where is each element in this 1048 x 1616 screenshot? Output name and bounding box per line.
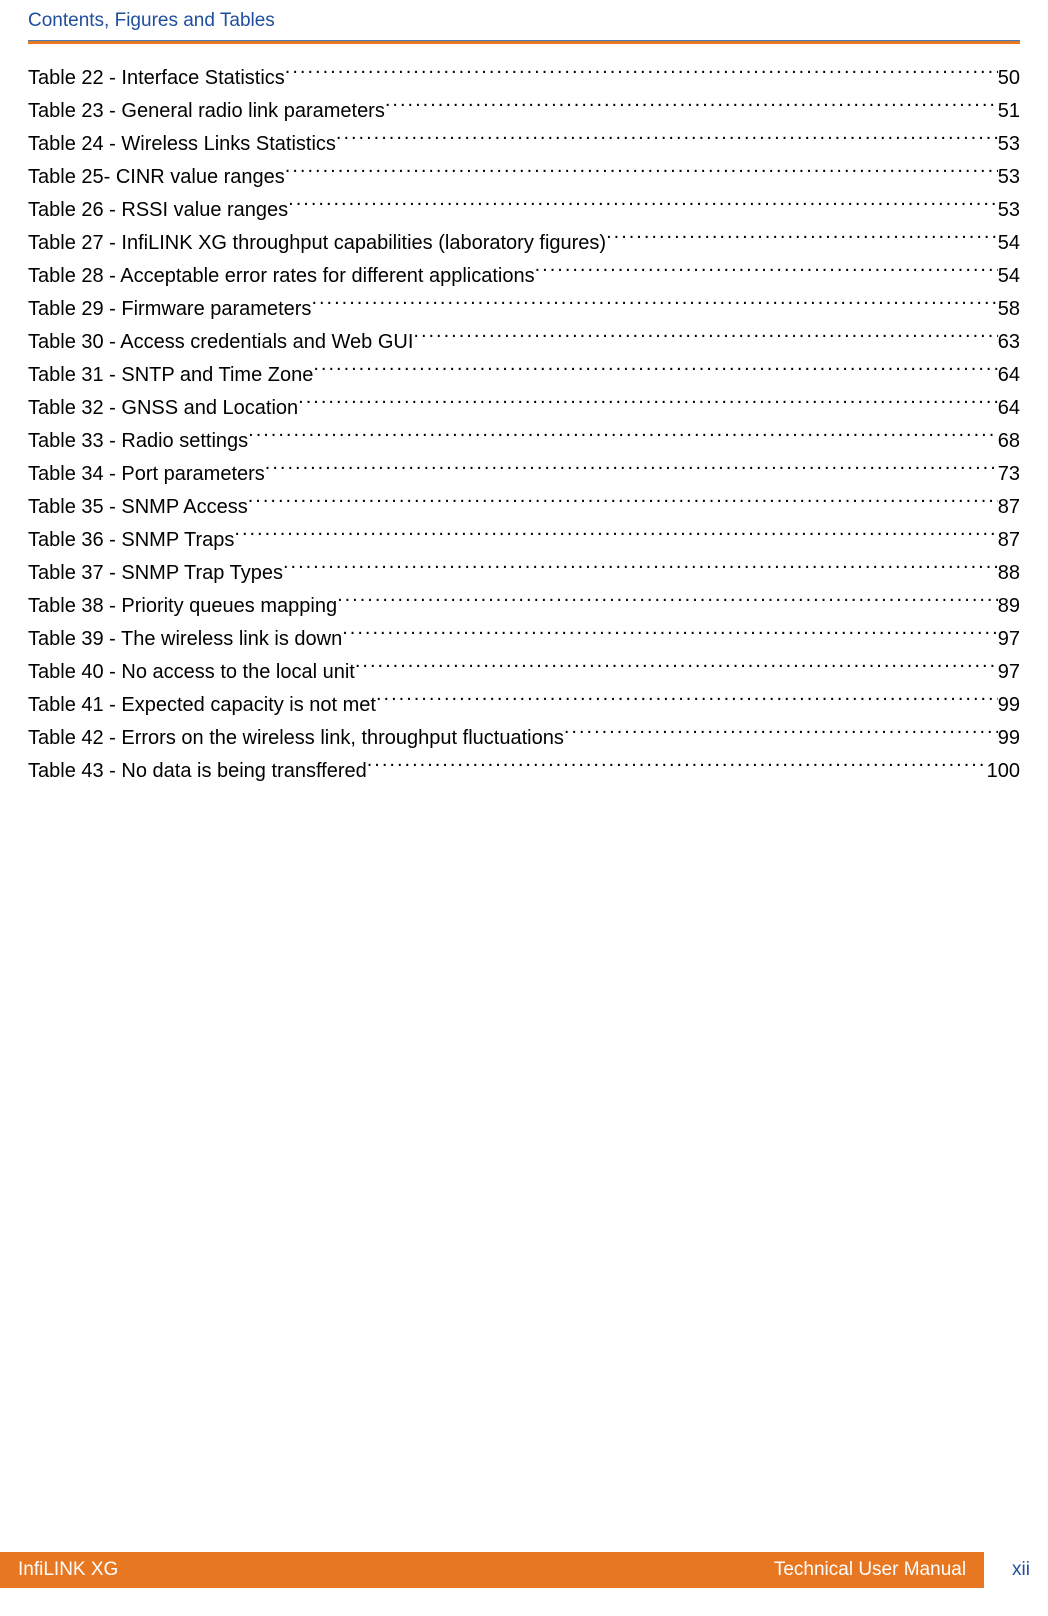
toc-entry-page: 63 <box>998 326 1020 359</box>
toc-entry-page: 73 <box>998 458 1020 491</box>
toc-entry[interactable]: Table 35 - SNMP Access 87 <box>28 491 1020 524</box>
toc-leader-dots <box>313 361 997 381</box>
footer-right: Technical User Manual <box>774 1559 966 1581</box>
toc-entry[interactable]: Table 30 - Access credentials and Web GU… <box>28 326 1020 359</box>
toc-entry-page: 53 <box>998 161 1020 194</box>
toc-entry-label: Table 33 - Radio settings <box>28 425 248 458</box>
toc-entry-label: Table 27 - InfiLINK XG throughput capabi… <box>28 227 606 260</box>
toc-entry-label: Table 22 - Interface Statistics <box>28 62 285 95</box>
toc-leader-dots <box>535 262 998 282</box>
toc-entry-page: 100 <box>987 755 1020 788</box>
toc-entry[interactable]: Table 36 - SNMP Traps 87 <box>28 524 1020 557</box>
toc-entry-page: 99 <box>998 722 1020 755</box>
toc-entry-page: 87 <box>998 524 1020 557</box>
toc-entry-label: Table 29 - Firmware parameters <box>28 293 311 326</box>
toc-entry-page: 53 <box>998 194 1020 227</box>
toc-leader-dots <box>248 427 998 447</box>
page-number: xii <box>996 1559 1030 1581</box>
toc-entry[interactable]: Table 27 - InfiLINK XG throughput capabi… <box>28 227 1020 260</box>
toc-entry-page: 88 <box>998 557 1020 590</box>
toc-entry-page: 53 <box>998 128 1020 161</box>
toc-entry-page: 64 <box>998 392 1020 425</box>
header-rule <box>28 40 1020 44</box>
toc-entry-label: Table 35 - SNMP Access <box>28 491 248 524</box>
footer-left: InfiLINK XG <box>18 1559 774 1581</box>
toc-leader-dots <box>298 394 998 414</box>
toc-entry[interactable]: Table 42 - Errors on the wireless link, … <box>28 722 1020 755</box>
toc-entry[interactable]: Table 29 - Firmware parameters 58 <box>28 293 1020 326</box>
toc-leader-dots <box>288 196 998 216</box>
toc-entry[interactable]: Table 43 - No data is being transffered 1… <box>28 755 1020 788</box>
toc-leader-dots <box>564 724 998 744</box>
toc-entry-page: 97 <box>998 623 1020 656</box>
toc-leader-dots <box>376 691 998 711</box>
toc-entry-page: 64 <box>998 359 1020 392</box>
toc-entry[interactable]: Table 34 - Port parameters 73 <box>28 458 1020 491</box>
footer-bar-wrap: InfiLINK XG Technical User Manual <box>28 1552 996 1588</box>
toc-entry-label: Table 37 - SNMP Trap Types <box>28 557 283 590</box>
toc-entry-page: 50 <box>998 62 1020 95</box>
footer-bar: InfiLINK XG Technical User Manual <box>0 1552 984 1588</box>
toc-leader-dots <box>367 757 987 777</box>
toc-entry-label: Table 42 - Errors on the wireless link, … <box>28 722 564 755</box>
header-title: Contents, Figures and Tables <box>28 10 1020 32</box>
toc-entry-label: Table 34 - Port parameters <box>28 458 265 491</box>
toc-entry[interactable]: Table 40 - No access to the local unit 97 <box>28 656 1020 689</box>
toc-entry-page: 68 <box>998 425 1020 458</box>
toc-entry-page: 89 <box>998 590 1020 623</box>
toc-entry[interactable]: Table 24 - Wireless Links Statistics 53 <box>28 128 1020 161</box>
toc-leader-dots <box>248 493 998 513</box>
toc-entry-page: 54 <box>998 260 1020 293</box>
toc-entry-label: Table 23 - General radio link parameters <box>28 95 385 128</box>
toc-leader-dots <box>355 658 998 678</box>
toc-leader-dots <box>336 130 998 150</box>
toc-leader-dots <box>283 559 998 579</box>
toc-entry-label: Table 24 - Wireless Links Statistics <box>28 128 336 161</box>
toc-entry-label: Table 32 - GNSS and Location <box>28 392 298 425</box>
toc-leader-dots <box>413 328 997 348</box>
toc-entry[interactable]: Table 32 - GNSS and Location 64 <box>28 392 1020 425</box>
toc-leader-dots <box>311 295 997 315</box>
toc-entry[interactable]: Table 37 - SNMP Trap Types 88 <box>28 557 1020 590</box>
toc-entry[interactable]: Table 33 - Radio settings 68 <box>28 425 1020 458</box>
toc-entry-label: Table 26 - RSSI value ranges <box>28 194 288 227</box>
toc-entry-label: Table 40 - No access to the local unit <box>28 656 355 689</box>
toc-entry-page: 97 <box>998 656 1020 689</box>
toc-entry[interactable]: Table 41 - Expected capacity is not met 9… <box>28 689 1020 722</box>
toc-entry[interactable]: Table 38 - Priority queues mapping 89 <box>28 590 1020 623</box>
toc-entry-label: Table 30 - Access credentials and Web GU… <box>28 326 413 359</box>
toc-leader-dots <box>337 592 998 612</box>
toc-entry-page: 87 <box>998 491 1020 524</box>
toc-list: Table 22 - Interface Statistics50Table 2… <box>28 62 1020 1552</box>
toc-entry-label: Table 25- CINR value ranges <box>28 161 285 194</box>
toc-entry[interactable]: Table 23 - General radio link parameters… <box>28 95 1020 128</box>
toc-leader-dots <box>385 97 998 117</box>
toc-entry[interactable]: Table 31 - SNTP and Time Zone 64 <box>28 359 1020 392</box>
toc-leader-dots <box>342 625 998 645</box>
toc-leader-dots <box>265 460 998 480</box>
toc-entry-label: Table 38 - Priority queues mapping <box>28 590 337 623</box>
toc-entry-label: Table 36 - SNMP Traps <box>28 524 234 557</box>
toc-entry[interactable]: Table 39 - The wireless link is down 97 <box>28 623 1020 656</box>
toc-entry-page: 54 <box>998 227 1020 260</box>
page-container: Contents, Figures and Tables Table 22 - … <box>0 0 1048 1616</box>
toc-entry[interactable]: Table 22 - Interface Statistics 50 <box>28 62 1020 95</box>
toc-leader-dots <box>234 526 997 546</box>
toc-entry-label: Table 43 - No data is being transffered <box>28 755 367 788</box>
toc-entry-page: 58 <box>998 293 1020 326</box>
toc-entry-label: Table 28 - Acceptable error rates for di… <box>28 260 535 293</box>
toc-entry[interactable]: Table 26 - RSSI value ranges 53 <box>28 194 1020 227</box>
toc-leader-dots <box>285 64 998 84</box>
toc-leader-dots <box>606 229 998 249</box>
toc-entry-label: Table 31 - SNTP and Time Zone <box>28 359 313 392</box>
toc-entry[interactable]: Table 28 - Acceptable error rates for di… <box>28 260 1020 293</box>
footer-container: InfiLINK XG Technical User Manual xii <box>28 1552 1020 1588</box>
toc-entry-label: Table 39 - The wireless link is down <box>28 623 342 656</box>
toc-entry-page: 51 <box>998 95 1020 128</box>
toc-entry[interactable]: Table 25- CINR value ranges 53 <box>28 161 1020 194</box>
toc-entry-label: Table 41 - Expected capacity is not met <box>28 689 376 722</box>
toc-leader-dots <box>285 163 998 183</box>
toc-entry-page: 99 <box>998 689 1020 722</box>
